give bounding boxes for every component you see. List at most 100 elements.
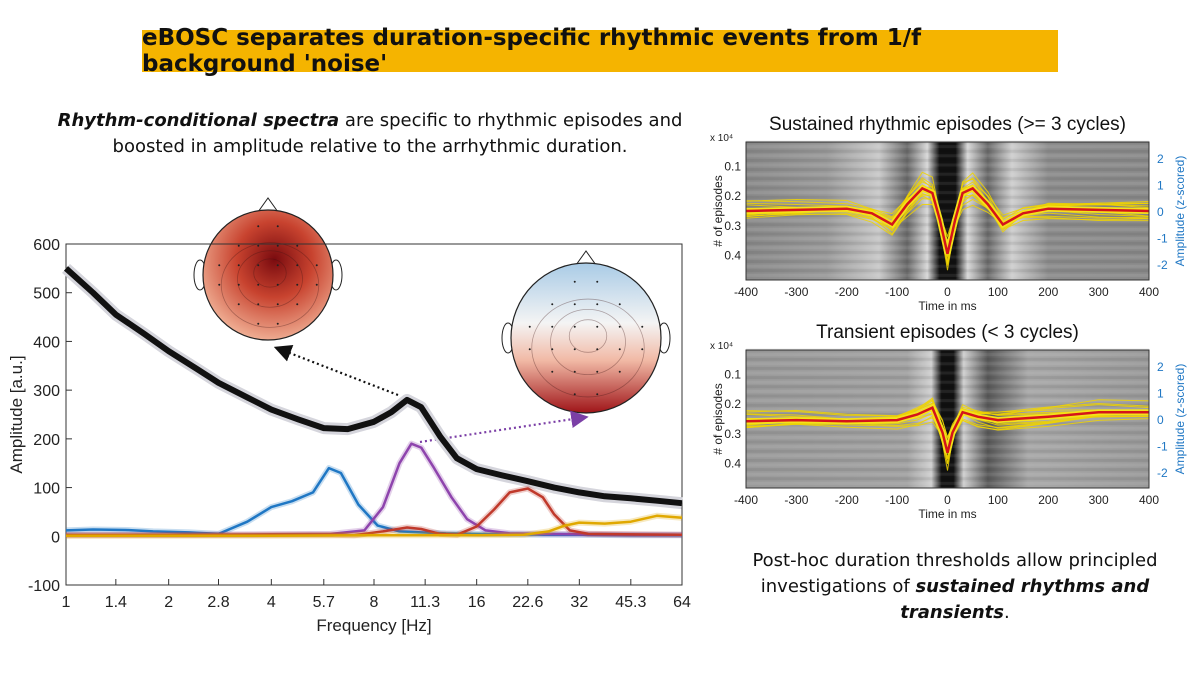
- topoplot-alpha-electrode: [276, 322, 279, 325]
- y-tick-label: 500: [33, 286, 60, 303]
- right-caption-bold: sustained rhythms and transients: [900, 576, 1150, 623]
- y-tick-label-left: 0.1: [724, 367, 741, 381]
- sustained-episodes-chart: Sustained rhythmic episodes (>= 3 cycles…: [710, 114, 1187, 313]
- y-tick-label-right: 2: [1157, 360, 1164, 374]
- x-tick-label: 22.6: [512, 594, 543, 611]
- x-tick-label: 200: [1038, 285, 1058, 299]
- y-axis-label: # of episodes: [711, 175, 725, 246]
- topoplot-alpha-nose: [257, 197, 279, 213]
- x-tick-label: 1: [62, 594, 71, 611]
- topoplot-beta-electrode: [573, 325, 576, 328]
- topoplot-alpha-scalp: [202, 209, 334, 341]
- topoplot-beta-electrode: [596, 370, 599, 373]
- exponent-label: x 10⁴: [710, 133, 733, 144]
- x-tick-label: 0: [944, 493, 951, 507]
- y-tick-label-right: 1: [1157, 386, 1164, 400]
- y-tick-label: 400: [33, 334, 60, 351]
- y-tick-label-right: 2: [1157, 152, 1164, 166]
- panel-frame: [745, 141, 1150, 281]
- topoplot-beta-electrode: [573, 370, 576, 373]
- topoplot-alpha-electrode: [276, 244, 279, 247]
- panel-title: Sustained rhythmic episodes (>= 3 cycles…: [769, 114, 1126, 135]
- x-tick-label: 16: [468, 594, 486, 611]
- x-tick-label: -400: [734, 493, 758, 507]
- topoplot-alpha-electrode: [296, 303, 299, 306]
- topoplot-beta-contour: [531, 298, 645, 398]
- x-tick-label: -300: [784, 493, 808, 507]
- topoplot-alpha-electrode: [296, 264, 299, 267]
- x-tick-label: 400: [1139, 493, 1159, 507]
- y-tick-label: 200: [33, 432, 60, 449]
- topoplot-beta-electrode: [551, 370, 554, 373]
- y-tick-label: 600: [33, 237, 60, 254]
- transient-episodes-chart: Transient episodes (< 3 cycles) 0.1 0.2 0.3…: [710, 322, 1187, 520]
- topoplot-alpha-electrode: [237, 244, 240, 247]
- x-tick-label: 100: [988, 285, 1008, 299]
- topoplot-beta-electrode: [618, 370, 621, 373]
- topoplot-alpha-contour: [253, 258, 287, 288]
- x-tick-label: 8: [370, 594, 379, 611]
- x-tick-label: -100: [885, 285, 909, 299]
- exponent-label: x 10⁴: [710, 341, 733, 352]
- right-caption: Post-hoc duration thresholds allow princ…: [712, 548, 1198, 626]
- y-tick-label-right: -1: [1157, 232, 1168, 246]
- right-caption-pre: Post-hoc duration thresholds allow princ…: [752, 550, 1158, 597]
- y-tick-label: -100: [28, 578, 60, 595]
- topoplot-alpha-electrode: [257, 283, 260, 286]
- topoplot-beta-electrode: [618, 303, 621, 306]
- series-line-gamma: [66, 514, 683, 538]
- y-tick-label-left: 0.2: [724, 397, 741, 411]
- panel-title: Transient episodes (< 3 cycles): [816, 322, 1079, 343]
- x-tick-label: 64: [673, 594, 691, 611]
- title-banner: eBOSC separates duration-specific rhythm…: [142, 25, 1058, 77]
- topoplot-alpha-contour: [220, 242, 320, 328]
- mean-trace: [745, 186, 1150, 255]
- y-tick-label: 300: [33, 383, 60, 400]
- topoplot-alpha-electrode: [237, 283, 240, 286]
- topoplot-beta-electrode: [618, 348, 621, 351]
- x-axis-label: Time in ms: [918, 507, 976, 520]
- spectrum-chart: -100 0 100 200 300 400 500 600 1 1.4 2 2.8 4 5.7 8 11.3…: [7, 197, 691, 635]
- topoplot-alpha-electrode: [276, 225, 279, 228]
- y-axis-label-right: Amplitude (z-scored): [1173, 364, 1187, 475]
- topoplot-alpha-electrode: [237, 264, 240, 267]
- topoplot-beta-electrode: [641, 348, 644, 351]
- x-tick-label: 2: [164, 594, 173, 611]
- x-tick-label: 2.8: [207, 594, 229, 611]
- y-tick-label-left: 0.3: [724, 219, 741, 233]
- topoplot-beta-electrode: [573, 280, 576, 283]
- y-tick-label-right: 0: [1157, 205, 1164, 219]
- mean-trace: [745, 406, 1149, 454]
- topoplot-beta-contour: [568, 319, 608, 353]
- left-caption-rest: are specific to rhythmic episodes and bo…: [112, 110, 683, 157]
- topoplot-alpha-electrode: [296, 244, 299, 247]
- y-tick-label: 100: [33, 481, 60, 498]
- y-tick-label-left: 0.2: [724, 189, 741, 203]
- topoplot-beta-electrode: [573, 348, 576, 351]
- topoplot-beta-electrode: [596, 280, 599, 283]
- topoplot-beta-electrode: [573, 303, 576, 306]
- y-axis-label: Amplitude [a.u.]: [7, 355, 26, 473]
- topoplot-alpha-electrode: [237, 303, 240, 306]
- topoplot-beta: [501, 250, 671, 414]
- panel-frame: [745, 349, 1150, 489]
- topoplot-alpha-electrode: [257, 303, 260, 306]
- topoplot-beta-electrode: [573, 393, 576, 396]
- y-tick-label-right: -1: [1157, 440, 1168, 454]
- x-tick-label: 100: [988, 493, 1008, 507]
- topoplot-alpha-electrode: [276, 283, 279, 286]
- y-tick-label-left: 0.4: [724, 456, 741, 470]
- right-caption-post: .: [1003, 602, 1010, 623]
- y-tick-label-right: 1: [1157, 178, 1164, 192]
- topoplot-beta-nose: [575, 250, 597, 266]
- topoplot-beta-electrode: [641, 325, 644, 328]
- x-tick-label: 0: [944, 285, 951, 299]
- x-tick-label: -200: [835, 285, 859, 299]
- topoplot-alpha-electrode: [218, 283, 221, 286]
- topoplot-beta-electrode: [551, 348, 554, 351]
- y-tick-label-left: 0.4: [724, 248, 741, 262]
- y-tick-label-right: 0: [1157, 413, 1164, 427]
- topoplot-alpha-electrode: [218, 264, 221, 267]
- y-tick-label-right: -2: [1157, 258, 1168, 272]
- x-tick-label: -400: [734, 285, 758, 299]
